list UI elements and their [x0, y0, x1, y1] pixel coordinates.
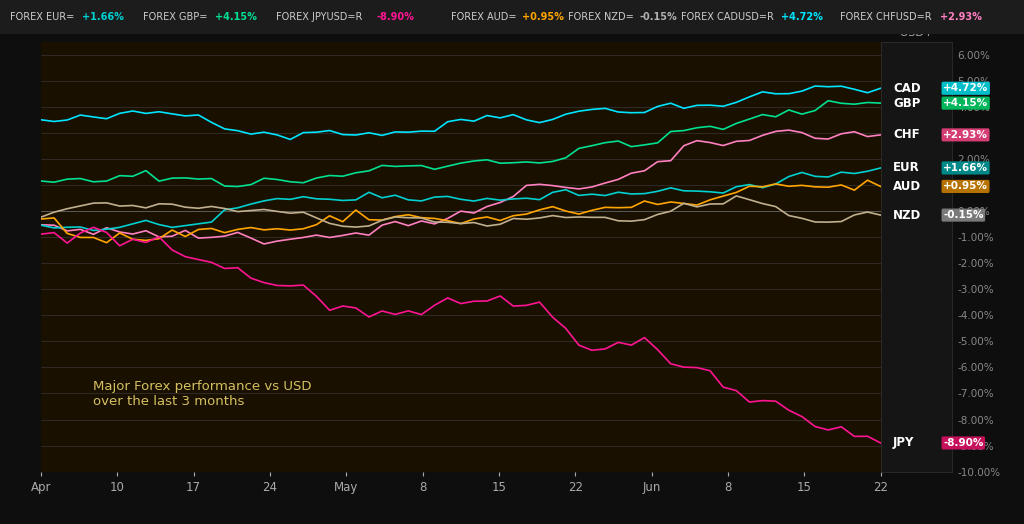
Text: FOREX NZD=: FOREX NZD=	[568, 12, 634, 22]
Text: +4.72%: +4.72%	[943, 83, 988, 93]
Text: +1.66%: +1.66%	[943, 163, 988, 173]
Text: NZD: NZD	[893, 209, 922, 222]
Text: +0.95%: +0.95%	[943, 181, 988, 191]
Text: EUR: EUR	[893, 161, 920, 174]
Text: CAD: CAD	[893, 82, 921, 95]
Text: Major Forex performance vs USD
over the last 3 months: Major Forex performance vs USD over the …	[93, 380, 312, 408]
Text: -0.15%: -0.15%	[640, 12, 678, 22]
Text: FOREX EUR=: FOREX EUR=	[10, 12, 75, 22]
Text: +2.93%: +2.93%	[940, 12, 982, 22]
Text: AUD: AUD	[893, 180, 921, 193]
Text: JPY: JPY	[893, 436, 914, 450]
Text: FOREX JPYUSD=R: FOREX JPYUSD=R	[276, 12, 362, 22]
Text: +4.15%: +4.15%	[215, 12, 257, 22]
Text: -8.90%: -8.90%	[943, 438, 983, 448]
Text: GBP: GBP	[893, 96, 921, 110]
Text: +4.72%: +4.72%	[781, 12, 823, 22]
Text: +4.15%: +4.15%	[943, 98, 988, 108]
Text: USD↑: USD↑	[900, 28, 933, 38]
Text: FOREX CHFUSD=R: FOREX CHFUSD=R	[840, 12, 931, 22]
Text: -8.90%: -8.90%	[377, 12, 415, 22]
Text: FOREX GBP=: FOREX GBP=	[143, 12, 208, 22]
Text: FOREX AUD=: FOREX AUD=	[451, 12, 516, 22]
Text: FOREX CADUSD=R: FOREX CADUSD=R	[681, 12, 774, 22]
Text: CHF: CHF	[893, 128, 920, 141]
Text: +1.66%: +1.66%	[82, 12, 124, 22]
Text: +0.95%: +0.95%	[522, 12, 564, 22]
Text: +2.93%: +2.93%	[943, 130, 988, 140]
Text: -0.15%: -0.15%	[943, 210, 984, 220]
